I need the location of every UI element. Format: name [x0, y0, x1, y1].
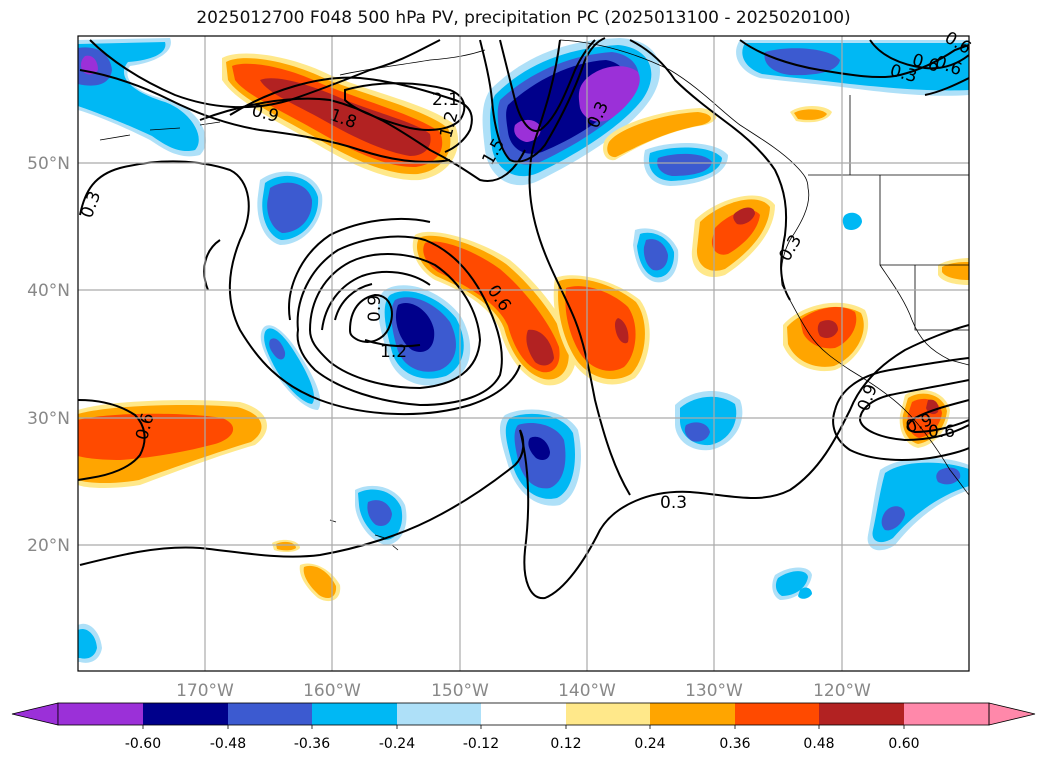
chart-title: 2025012700 F048 500 hPa PV, precipitatio…: [196, 8, 851, 28]
colorbar-swatch: [566, 703, 650, 725]
colorbar-swatch: [228, 703, 312, 725]
map-border: [77, 35, 970, 672]
colorbar-low-extend: [11, 702, 59, 726]
lon-label: 160°W: [303, 681, 361, 701]
colorbar-tick-label: 0.24: [634, 736, 665, 752]
colorbar-swatch: [143, 703, 228, 725]
lat-label: 40°N: [27, 281, 70, 301]
gridlines: [78, 36, 969, 671]
colorbar-high-extend: [988, 702, 1036, 726]
lon-label: 170°W: [176, 681, 234, 701]
colorbar-swatch: [735, 703, 819, 725]
lon-axis: 170°W 160°W 150°W 140°W 130°W 120°W: [176, 681, 871, 701]
colorbar-tick-label: 0.36: [719, 736, 750, 752]
pv-contours: [78, 37, 969, 600]
colorbar-swatch: [58, 703, 143, 725]
negative-anomalies: [78, 38, 969, 663]
lon-label: 140°W: [558, 681, 616, 701]
contour-label: 0.6: [928, 422, 955, 442]
colorbar-tick-label: 0.12: [550, 736, 581, 752]
lat-label: 50°N: [27, 154, 70, 174]
colorbar-tick-label: -0.12: [463, 736, 499, 752]
contour-label: 0.9: [365, 295, 385, 322]
colorbar-tick-label: 0.48: [803, 736, 834, 752]
lon-label: 150°W: [431, 681, 489, 701]
contour-label: 0.3: [660, 493, 687, 513]
contour-label: 2.1: [432, 90, 459, 110]
colorbar-swatch: [904, 703, 989, 725]
colorbar-swatch: [312, 703, 397, 725]
colorbar-swatch: [397, 703, 481, 725]
colorbar-tick-label: 0.60: [888, 736, 919, 752]
colorbar-tick-label: -0.48: [210, 736, 246, 752]
colorbar-swatch: [819, 703, 904, 725]
lon-label: 130°W: [685, 681, 743, 701]
colorbar-tick-label: -0.36: [294, 736, 330, 752]
colorbar-tick-label: -0.24: [379, 736, 415, 752]
colorbar: -0.60 -0.48 -0.36 -0.24 -0.12 0.12 0.24 …: [11, 702, 1036, 752]
lat-axis: 50°N 40°N 30°N 20°N: [27, 154, 70, 556]
precip-field: [78, 38, 969, 663]
lat-label: 30°N: [27, 409, 70, 429]
lat-label: 20°N: [27, 536, 70, 556]
contour-label: 1.2: [380, 342, 407, 362]
colorbar-swatch: [650, 703, 735, 725]
colorbar-swatch: [481, 703, 566, 725]
colorbar-tick-label: -0.60: [125, 736, 161, 752]
positive-anomalies: [78, 53, 969, 602]
coastlines: [99, 39, 969, 551]
lon-label: 120°W: [813, 681, 871, 701]
